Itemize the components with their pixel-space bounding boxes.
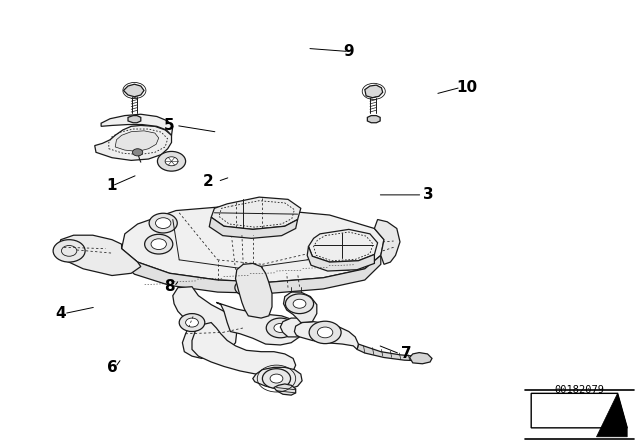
Text: 00182079: 00182079	[554, 385, 604, 395]
Circle shape	[156, 218, 171, 228]
Polygon shape	[216, 302, 301, 345]
Circle shape	[270, 374, 283, 383]
Text: 1: 1	[107, 178, 117, 194]
Circle shape	[262, 369, 291, 388]
Polygon shape	[173, 287, 237, 358]
Text: 3: 3	[424, 187, 434, 202]
Circle shape	[165, 157, 178, 166]
Circle shape	[53, 240, 85, 262]
Circle shape	[145, 234, 173, 254]
Circle shape	[179, 314, 205, 332]
Polygon shape	[211, 197, 301, 229]
Polygon shape	[308, 229, 378, 262]
Circle shape	[151, 239, 166, 250]
Circle shape	[132, 149, 143, 156]
Circle shape	[338, 232, 364, 250]
Polygon shape	[280, 318, 312, 337]
Text: 2: 2	[203, 174, 213, 189]
Text: 8: 8	[164, 279, 175, 294]
Circle shape	[241, 284, 252, 292]
Text: 9: 9	[344, 44, 354, 59]
Circle shape	[317, 327, 333, 338]
Polygon shape	[410, 353, 432, 364]
Circle shape	[235, 280, 258, 296]
Polygon shape	[128, 116, 141, 123]
Text: 6: 6	[107, 360, 117, 375]
Circle shape	[334, 254, 357, 270]
Circle shape	[344, 237, 357, 246]
Polygon shape	[367, 116, 380, 123]
Polygon shape	[307, 246, 374, 271]
Polygon shape	[284, 292, 317, 323]
Circle shape	[285, 294, 314, 314]
Polygon shape	[374, 220, 400, 264]
Polygon shape	[531, 393, 627, 428]
Circle shape	[186, 318, 198, 327]
Polygon shape	[124, 84, 144, 97]
Text: 4: 4	[56, 306, 66, 321]
Polygon shape	[192, 323, 296, 375]
Circle shape	[293, 299, 306, 308]
Polygon shape	[357, 344, 416, 361]
Text: 10: 10	[456, 80, 478, 95]
Circle shape	[157, 151, 186, 171]
Polygon shape	[596, 393, 627, 437]
Polygon shape	[274, 384, 296, 395]
Polygon shape	[253, 367, 302, 389]
Polygon shape	[58, 235, 141, 276]
Polygon shape	[294, 322, 358, 349]
Polygon shape	[236, 263, 272, 318]
Circle shape	[266, 318, 294, 338]
Text: 7: 7	[401, 346, 412, 362]
Polygon shape	[101, 114, 173, 135]
Circle shape	[274, 323, 287, 332]
Text: 5: 5	[164, 118, 175, 133]
Circle shape	[309, 321, 341, 344]
Polygon shape	[122, 206, 384, 282]
Circle shape	[149, 213, 177, 233]
Polygon shape	[118, 249, 381, 293]
Circle shape	[340, 258, 351, 266]
Polygon shape	[209, 217, 298, 238]
Polygon shape	[95, 125, 172, 160]
Polygon shape	[115, 131, 159, 151]
Polygon shape	[365, 85, 383, 98]
